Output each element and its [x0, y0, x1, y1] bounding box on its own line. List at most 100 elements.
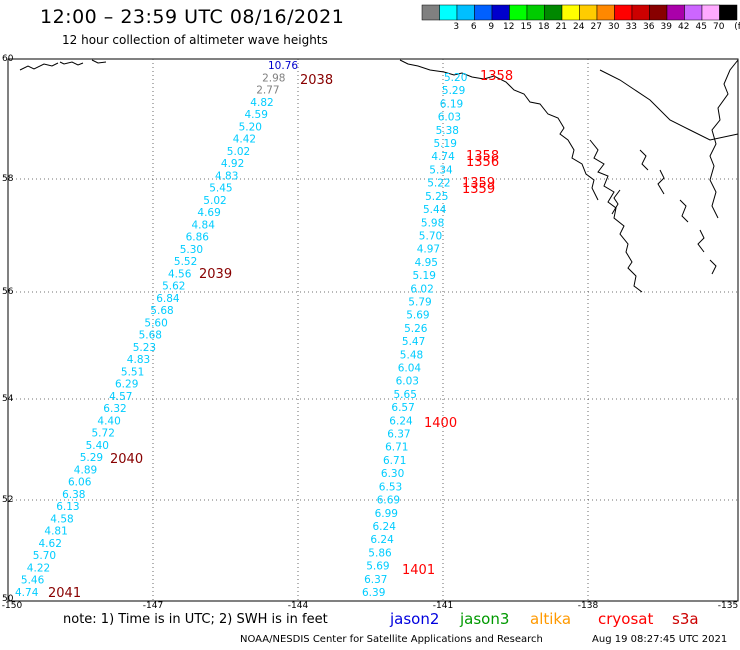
swh-value: 5.65	[394, 389, 417, 401]
swh-value: 6.13	[56, 501, 79, 513]
legend-swatch-label: 33	[625, 22, 637, 32]
coastline-north	[399, 59, 599, 201]
swh-value: 6.39	[362, 587, 385, 599]
lon-label-135: -135	[717, 601, 739, 611]
legend-swatch-label: 6	[470, 22, 477, 32]
swh-value: 6.57	[391, 402, 414, 414]
altimeter-track-east: 5.205.296.196.035.385.194.745.345.225.25…	[362, 72, 467, 599]
map-frame	[7, 58, 739, 602]
swh-value: 2.98	[262, 72, 285, 84]
time-label: 1359	[462, 182, 495, 197]
coastline-panhandle	[589, 139, 643, 293]
swh-value: 6.04	[398, 363, 422, 375]
swh-value: 4.74	[15, 587, 39, 599]
swh-value: 5.68	[150, 305, 173, 317]
lat-label-56: 56	[2, 287, 14, 297]
legend-swatch-label: 15	[520, 22, 532, 32]
swh-value: 6.38	[62, 489, 85, 501]
legend-swatch	[474, 4, 493, 21]
swh-value: 5.20	[444, 72, 467, 84]
swh-value: 6.24	[389, 415, 413, 427]
swh-value: 5.38	[436, 125, 459, 137]
page-title: 12:00 – 23:59 UTC 08/16/2021	[40, 6, 345, 28]
swh-value: 10.76	[268, 60, 298, 72]
legend-swatch-label: 9	[488, 22, 495, 32]
swh-value: 6.32	[103, 403, 126, 415]
swh-value: 4.83	[127, 354, 150, 366]
time-label: 1401	[402, 563, 435, 578]
footer-credit: NOAA/NESDIS Center for Satellite Applica…	[240, 634, 543, 645]
swh-value: 6.02	[410, 283, 433, 295]
time-label: 2039	[199, 267, 232, 282]
swh-value: 4.59	[245, 109, 268, 121]
swh-value: 5.20	[239, 121, 262, 133]
time-label: 1359	[462, 176, 495, 191]
legend-swatch-label: 45	[695, 22, 707, 32]
swh-value: 5.34	[429, 164, 453, 176]
legend-swatch	[509, 4, 528, 21]
swh-value: 5.62	[162, 281, 185, 293]
lon-label-144: -144	[287, 601, 309, 611]
swh-value: 5.98	[421, 217, 444, 229]
legend-s3a: s3a	[672, 610, 699, 628]
coastline-islands	[611, 149, 717, 275]
legend-swatch-label: 27	[590, 22, 602, 32]
swh-value: 6.24	[370, 534, 394, 546]
legend-jason3: jason3	[460, 610, 510, 628]
swh-value: 5.70	[419, 231, 442, 243]
swh-value: 4.95	[415, 257, 438, 269]
legend-swatch-label: 21	[555, 22, 567, 32]
swh-value: 6.37	[364, 574, 387, 586]
legend-swatch	[544, 4, 563, 21]
swh-value: 5.68	[139, 330, 162, 342]
lat-label-54: 54	[2, 394, 14, 404]
swh-value: 4.62	[39, 538, 62, 550]
legend-swatch-label: 36	[643, 22, 655, 32]
legend-altika: altika	[530, 610, 572, 628]
swh-value: 6.86	[186, 232, 210, 244]
swh-value: 6.84	[156, 293, 180, 305]
legend-swatch	[561, 4, 580, 21]
swh-value: 5.29	[442, 85, 465, 97]
swh-value: 4.22	[27, 563, 50, 575]
legend-swatch-label: 30	[608, 22, 620, 32]
lat-label-60: 60	[2, 54, 14, 64]
track-time-labels: 2038203920402041135813581356135913591400…	[48, 69, 513, 601]
swh-value: 4.42	[233, 134, 256, 146]
swh-value: 4.84	[192, 219, 216, 231]
legend-swatch	[596, 4, 615, 21]
swh-value: 5.23	[133, 342, 156, 354]
lat-label-58: 58	[2, 174, 14, 184]
swh-value: 4.74	[431, 151, 455, 163]
swh-value: 5.48	[400, 349, 423, 361]
time-label: 2040	[110, 452, 143, 467]
swh-value: 6.30	[381, 468, 404, 480]
swh-value: 5.86	[368, 547, 392, 559]
swh-value: 4.56	[168, 268, 192, 280]
swh-value: 6.29	[115, 379, 138, 391]
swh-value: 6.06	[68, 477, 92, 489]
time-label: 2038	[300, 73, 333, 88]
legend-swatch	[614, 4, 633, 21]
time-label: 2041	[48, 586, 81, 601]
swh-value: 5.70	[33, 550, 56, 562]
swh-value: 5.51	[121, 366, 144, 378]
swh-value: 5.47	[402, 336, 425, 348]
swh-value: 6.69	[377, 495, 400, 507]
lat-label-50: 50	[2, 594, 14, 604]
legend-swatch	[666, 4, 685, 21]
legend-swatch	[526, 4, 545, 21]
swh-value: 4.89	[74, 464, 97, 476]
swh-value: 5.46	[21, 575, 45, 587]
swh-value: 5.40	[86, 440, 109, 452]
swh-value: 4.57	[109, 391, 132, 403]
legend-swatch-label: 70	[713, 22, 725, 32]
swh-value: 6.71	[383, 455, 406, 467]
legend-swatch-label: 39	[660, 22, 672, 32]
lat-label-52: 52	[2, 495, 14, 505]
swh-value: 6.37	[387, 429, 410, 441]
swh-value: 5.02	[227, 146, 250, 158]
swh-value: 5.25	[425, 191, 448, 203]
swh-value: 6.03	[438, 112, 461, 124]
